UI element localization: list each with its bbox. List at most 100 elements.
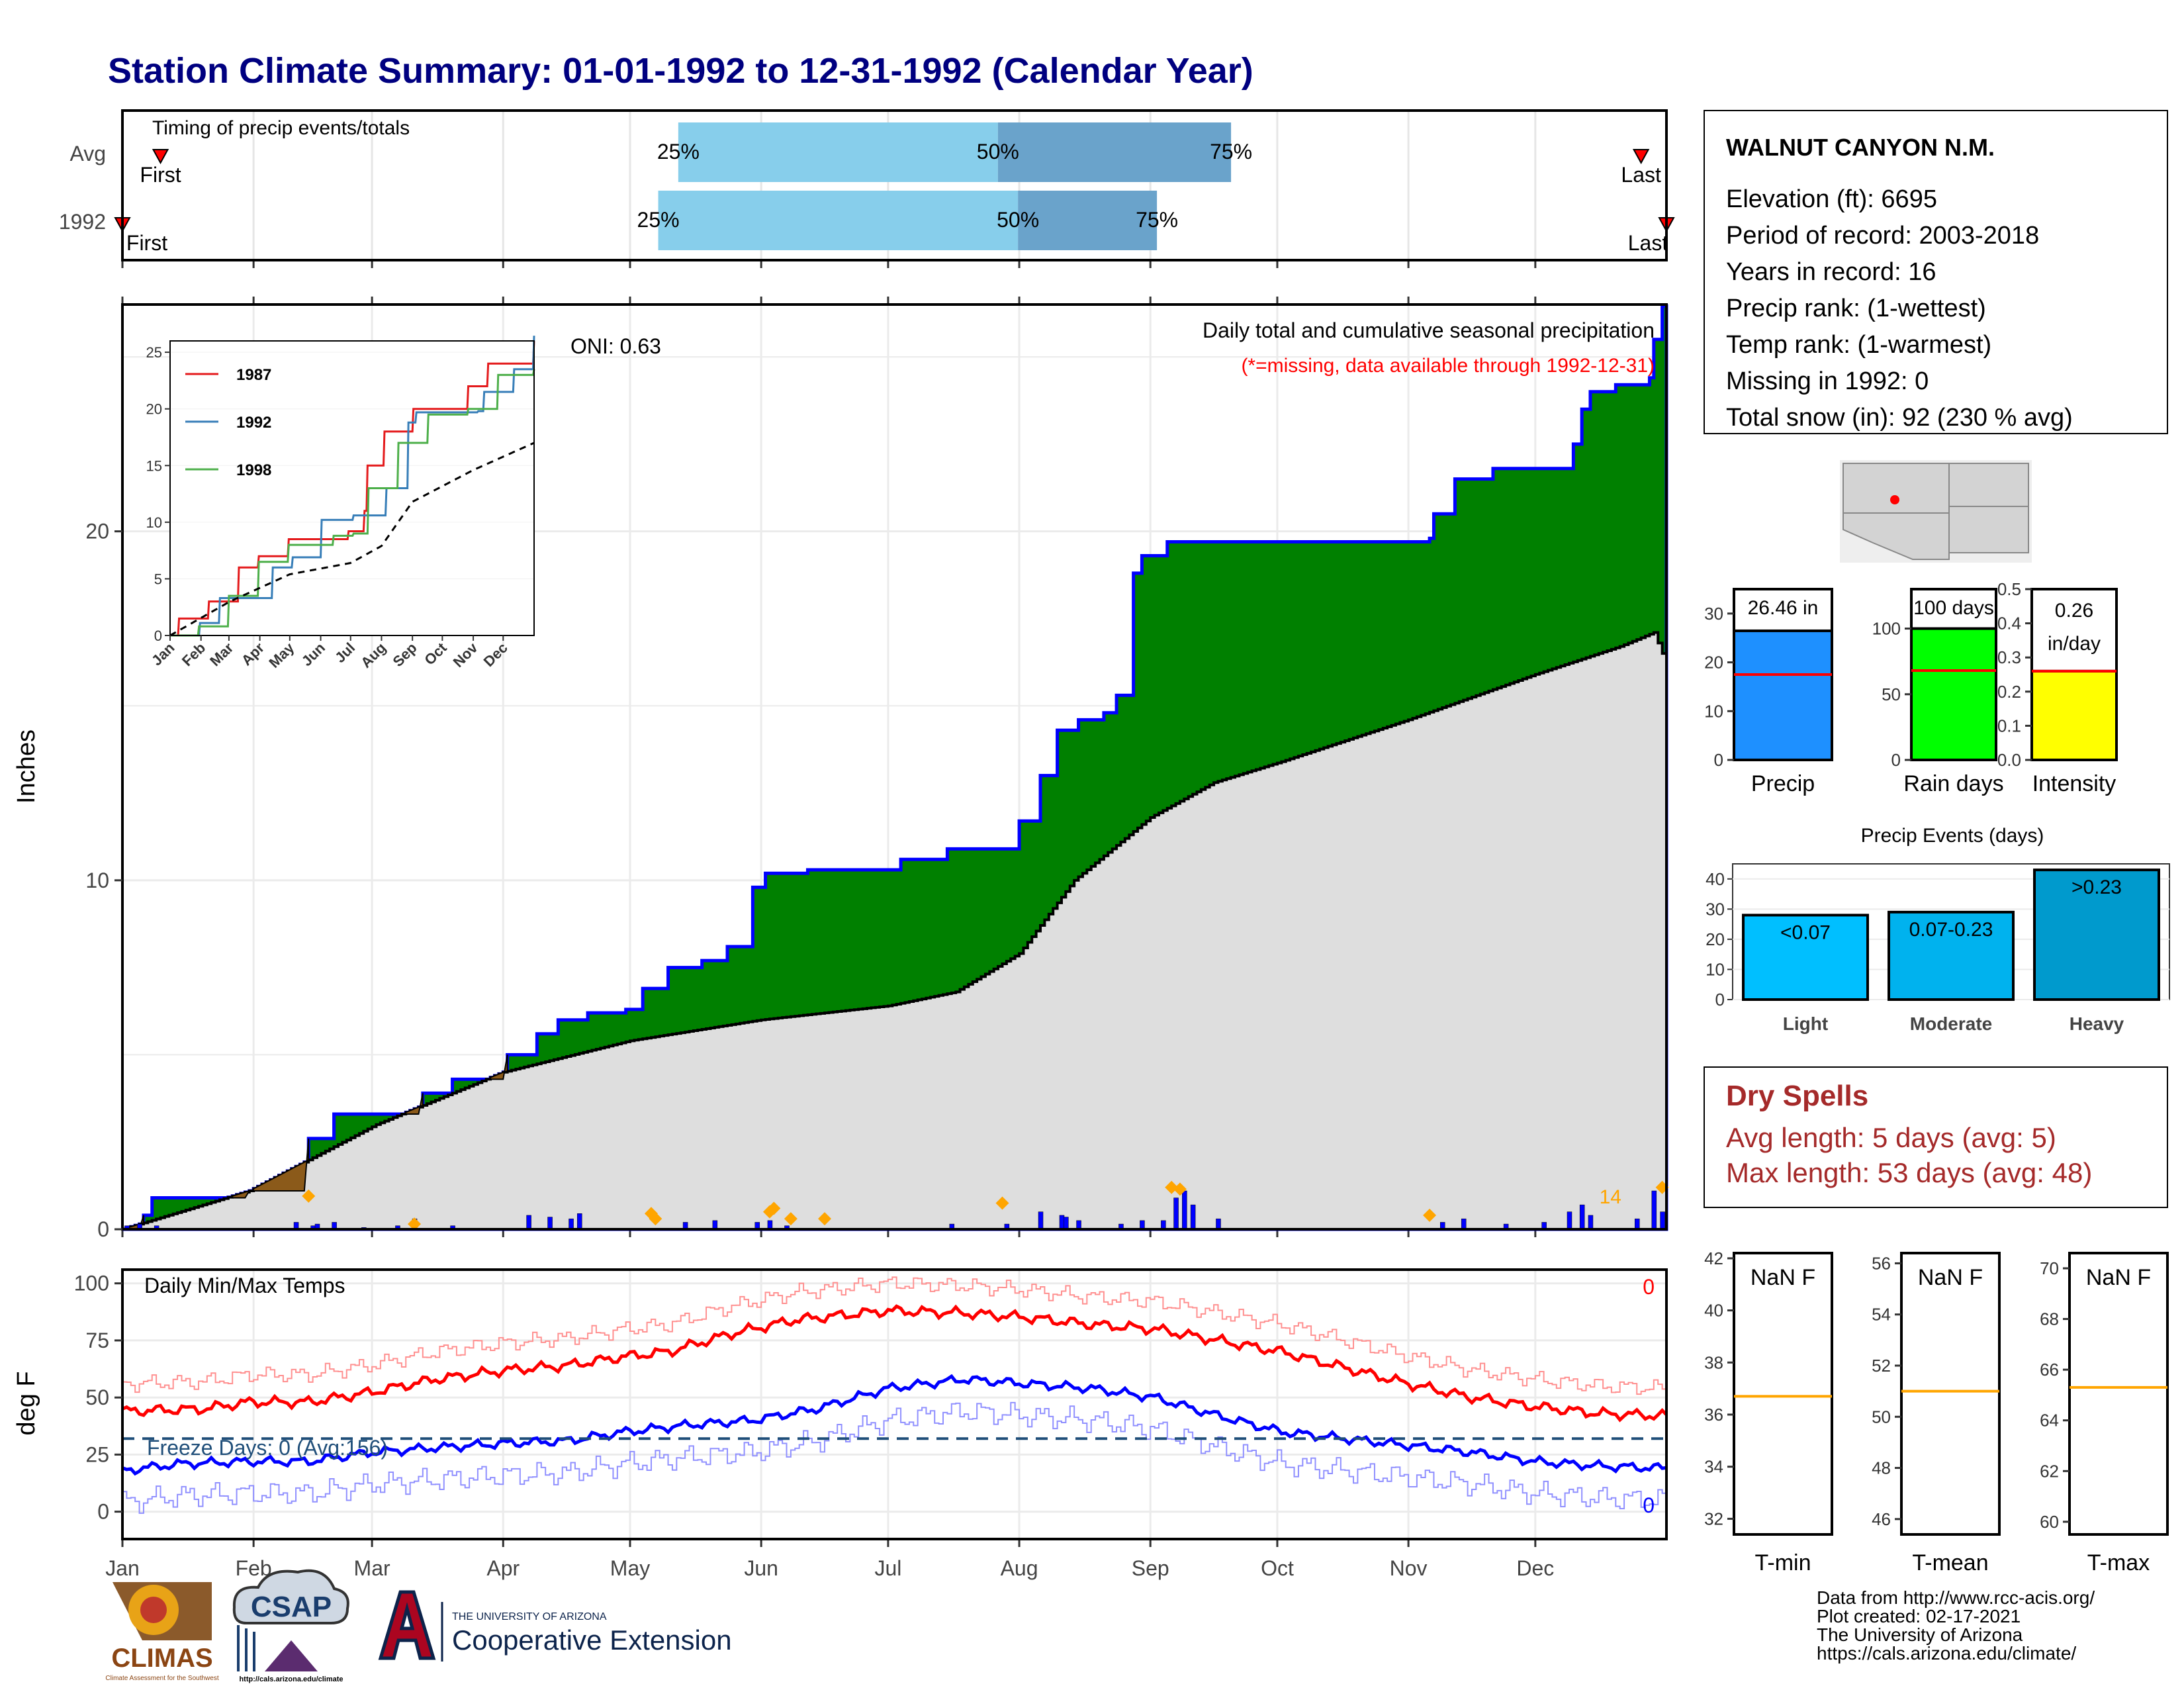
tmin-line [122,1374,1667,1476]
event-bar-label: Light [1783,1013,1828,1034]
daily-precip-bar [1038,1211,1044,1230]
timing-label: Timing of precip events/totals [152,117,410,139]
t-mean-tick-label: 56 [1872,1253,1891,1273]
climas-sun-core [140,1597,167,1623]
rain-days-tick-label: 100 [1872,619,1901,639]
event-marker [408,1217,422,1231]
climas-tagline: Climate Assessment for the Southwest [105,1675,218,1682]
t-mean-label: T-mean [1912,1550,1988,1575]
event-marker [1173,1182,1187,1196]
last-event-marker [1632,149,1650,165]
quartile-bar-high [997,122,1232,182]
month-label: Jan [105,1556,140,1580]
inset-y-tick-label: 0 [154,628,162,644]
daily-precip-bar [1651,1190,1657,1230]
t-max-tick-label: 70 [2040,1258,2059,1278]
last-event-label: Last [1621,163,1661,187]
event-bar [2033,868,2160,1001]
tmax-count: 0 [1643,1275,1655,1299]
daily-precip-bar [1064,1217,1069,1230]
t-min-value-label: NaN F [1751,1265,1815,1290]
t-max-label: T-max [2087,1550,2150,1575]
t-max-tick-label: 62 [2040,1461,2059,1481]
events-tick-label: 40 [1706,869,1725,889]
precip-chart: 0 10 20 Inches ONI: 0.63 Daily total and c… [13,297,1669,1241]
event-bar-range: <0.07 [1780,921,1831,943]
month-labels: Jan Feb Mar Apr May Jun Jul Aug Sep Oct Nov Dec [105,1556,1554,1580]
dry-spells-avg: Avg length: 5 days (avg: 5) [1726,1122,2056,1153]
precip-label: Precip [1751,771,1815,796]
locator-map [1840,460,2032,563]
event-marker [302,1189,316,1203]
event-bar-range: >0.23 [2071,876,2122,898]
t-min-tick-label: 36 [1704,1405,1723,1425]
events-bars: 0 10 20 30 40 <0.07 Light 0.07-0.23 Moderate >0.2… [1706,863,2170,1034]
temp-y-tick-label: 100 [74,1272,109,1295]
dry-spells-title: Dry Spells [1726,1080,1868,1112]
station-line: Elevation (ft): 6695 [1726,185,1937,213]
t-mean-tick-label: 54 [1872,1305,1891,1325]
precip-y-tick-label: 10 [85,868,109,892]
precip-value-label: 26.46 in [1748,597,1819,619]
intensity-tick-label: 0.4 [1997,614,2021,633]
tmin-count: 0 [1643,1493,1655,1517]
daily-precip-bar [1190,1204,1196,1230]
timing-panel: Timing of precip events/totals 25% 50% 75%… [59,109,1675,268]
inset-y-tick-label: 15 [146,457,162,474]
map-border [1843,506,2028,514]
csap-logo-text: CSAP [251,1591,332,1623]
precip-gauge-bar [1733,629,1833,762]
temp-frame [121,1268,1668,1540]
quartile-label: 75% [1210,140,1252,164]
daily-precip-bar [1461,1218,1467,1230]
summary-gauges: 0 10 20 30 26.46 in Precip 0 50 100 100 days Rain … [1704,579,2118,796]
quartile-label: 25% [637,208,680,232]
event-marker [818,1212,832,1226]
intensity-tick-label: 0.1 [1997,716,2021,735]
inset-y-tick-label: 5 [154,571,162,587]
inset-legend-label: 1998 [236,461,271,479]
csap-cloud-icon [232,1569,349,1624]
daily-precip-bar [1660,1211,1665,1230]
dry-spells-frame [1704,1066,2168,1208]
daily-precip-bar [526,1215,531,1230]
timing-frame [121,109,1668,261]
month-label: Apr [486,1556,520,1580]
csap-logo: CSAP http://cals.arizona.edu/climate [232,1569,349,1683]
station-name: WALNUT CANYON N.M. [1726,134,1995,161]
intensity-gauge-bar [2030,669,2118,762]
quartile-bar-high [1018,191,1158,250]
timing-row-label-avg: Avg [69,142,106,165]
station-location-marker [1890,495,1899,504]
tmin-record-line [122,1401,1667,1514]
t-min-tick-label: 34 [1704,1457,1723,1477]
intensity-tick-label: 0.3 [1997,647,2021,667]
csap-bars-icon [237,1625,255,1671]
event-bar-range: 0.07-0.23 [1909,919,1993,941]
t-max-value-label: NaN F [2086,1265,2151,1290]
month-label: Aug [1001,1556,1038,1580]
daily-precip-bar [1182,1190,1187,1230]
t-max-tick-label: 64 [2040,1411,2059,1430]
quartile-label: 50% [997,208,1039,232]
temp-y-tick-label: 50 [85,1385,109,1409]
month-label: Jul [874,1556,901,1580]
station-line: Precip rank: (1-wettest) [1726,295,1986,322]
average-cumulative-area [122,631,1668,1231]
station-frame [1704,110,2168,434]
daily-precip-bar [1216,1218,1221,1230]
event-marker [995,1196,1009,1210]
page-title: Station Climate Summary: 01-01-1992 to 1… [108,51,1253,91]
csap-url: http://cals.arizona.edu/climate [239,1675,343,1683]
inset-y-tick-label: 25 [146,344,162,361]
first-event-label: First [126,231,167,255]
credit-line: Data from http://www.rcc-acis.org/ [1817,1587,2095,1608]
t-max-tick-label: 66 [2040,1360,2059,1380]
station-line: Missing in 1992: 0 [1726,367,1929,395]
daily-precip-bar [1579,1204,1585,1230]
rain-days-label: Rain days [1903,771,2003,796]
oni-label: ONI: 0.63 [570,334,661,358]
daily-precip-bar [547,1217,553,1230]
climas-logo-text: CLIMAS [111,1644,212,1673]
